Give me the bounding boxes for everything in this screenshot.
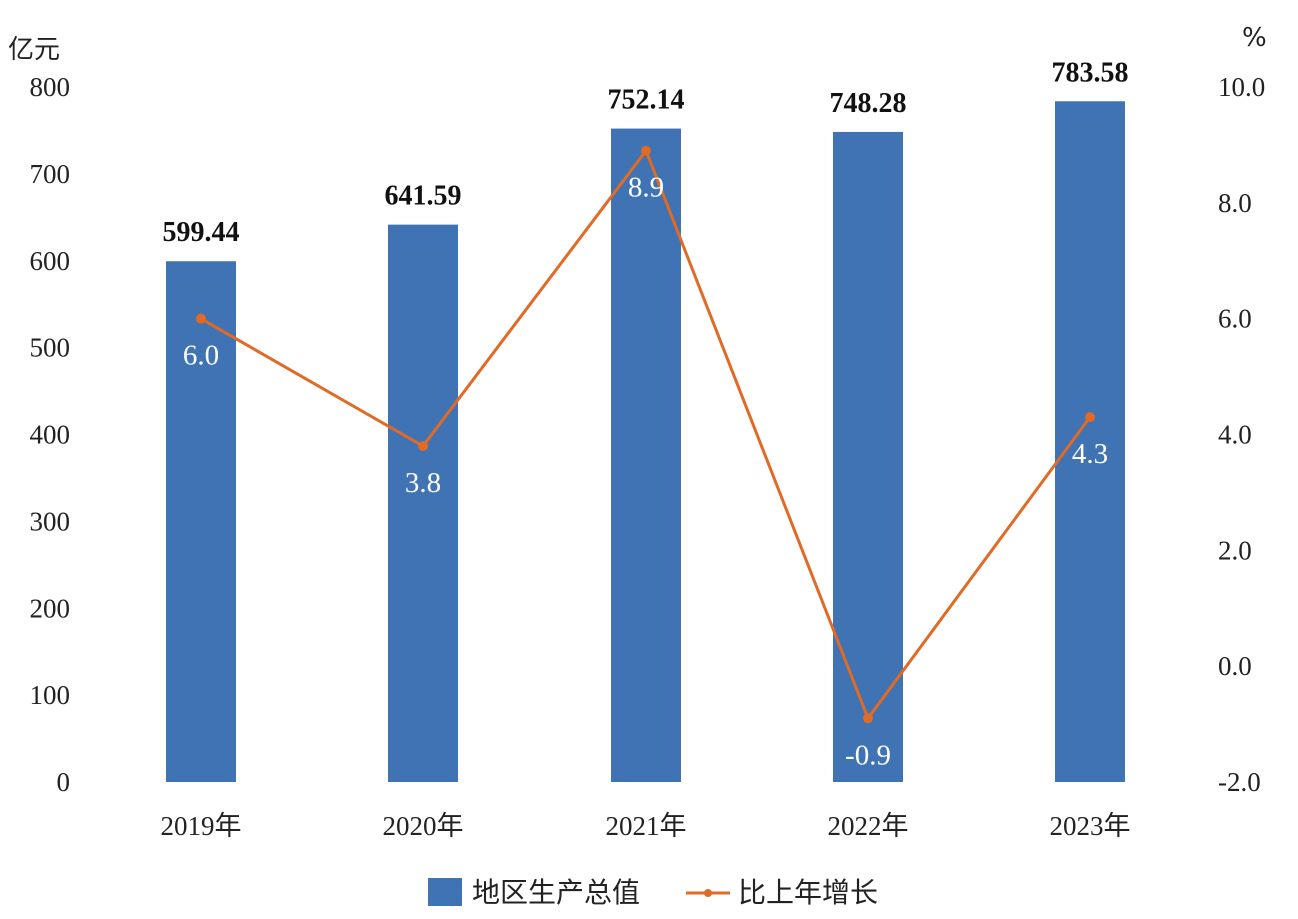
category-label: 2019年 [161,811,242,841]
line-value-label: 3.8 [405,467,441,499]
right-tick-label: 4.0 [1218,420,1252,450]
bar [833,131,903,782]
bar [611,128,681,782]
legend-bar-label: 地区生产总值 [472,876,640,909]
right-tick-label: 8.0 [1218,188,1252,218]
left-tick-label: 200 [30,593,71,623]
category-label: 2020年 [383,811,464,841]
line-value-label: 6.0 [183,340,219,372]
line-point [863,713,873,724]
line-value-label: -0.9 [845,739,891,771]
right-tick-label: -2.0 [1218,767,1261,797]
line-value-label: 8.9 [628,172,664,204]
x-axis-categories: 2019年 2020年 2021年 2022年 2023年 [161,811,1131,841]
bar-value-label: 783.58 [1052,57,1129,88]
left-tick-label: 600 [30,246,71,276]
right-tick-label: 10.0 [1218,72,1265,102]
line-series [196,145,1095,724]
legend: 地区生产总值 比上年增长 [428,876,878,909]
left-axis-ticks: 0 100 200 300 400 500 600 700 800 [30,72,71,797]
category-label: 2022年 [828,811,909,841]
category-label: 2021年 [606,811,687,841]
line-data-labels: 6.0 3.8 8.9 -0.9 4.3 [183,172,1108,772]
category-label: 2023年 [1050,811,1131,841]
line-point [196,313,206,324]
left-axis-unit: 亿元 [8,35,60,65]
bar-value-label: 748.28 [830,88,907,119]
line-point [641,145,651,156]
left-tick-label: 400 [30,420,71,450]
right-tick-label: 0.0 [1218,651,1252,681]
right-tick-label: 6.0 [1218,304,1252,334]
bar-value-label: 599.44 [163,217,240,248]
bar-series [166,101,1125,783]
line-point [418,441,428,452]
line-value-label: 4.3 [1072,438,1108,470]
left-tick-label: 500 [30,333,71,363]
legend-line-label: 比上年增长 [738,876,878,909]
left-tick-label: 300 [30,506,71,536]
right-axis-unit: % [1242,23,1267,53]
left-tick-label: 700 [30,159,71,189]
right-axis-ticks: -2.0 0.0 2.0 4.0 6.0 8.0 10.0 [1218,72,1265,797]
legend-bar-swatch [428,878,462,906]
bar [166,261,236,782]
bar [1055,101,1125,782]
bar-value-label: 752.14 [608,85,685,116]
line-point [1085,412,1095,423]
right-tick-label: 2.0 [1218,535,1252,565]
legend-line-marker [704,889,712,897]
bar-data-labels: 599.44 641.59 752.14 748.28 783.58 [163,57,1129,248]
left-tick-label: 0 [57,767,71,797]
bar-value-label: 641.59 [385,181,462,212]
left-tick-label: 100 [30,680,71,710]
left-tick-label: 800 [30,72,71,102]
bar [388,224,458,783]
